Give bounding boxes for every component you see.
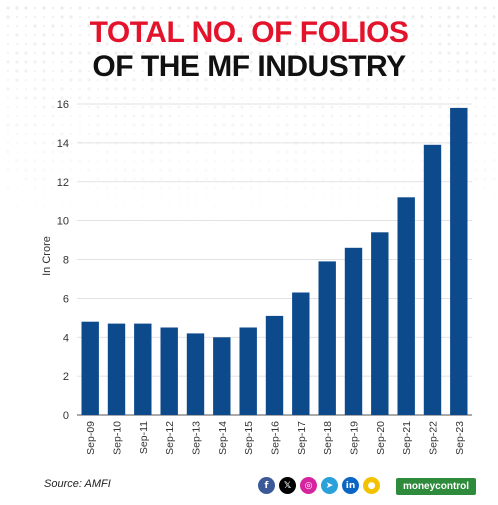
y-tick-label: 14 xyxy=(57,138,69,150)
x-tick-label: Sep-11 xyxy=(138,421,150,454)
bar-sep-19 xyxy=(345,248,362,415)
bar-sep-09 xyxy=(82,322,99,415)
brand-logo: moneycontrol xyxy=(396,478,476,495)
y-tick-label: 10 xyxy=(57,216,69,228)
source-note: Source: AMFI xyxy=(44,478,111,490)
telegram-icon[interactable]: ➤ xyxy=(321,477,338,494)
facebook-icon[interactable]: f xyxy=(258,477,275,494)
x-tick-label: Sep-20 xyxy=(375,421,387,455)
bar-sep-15 xyxy=(240,328,257,416)
bar-sep-23 xyxy=(450,108,467,415)
x-tick-label: Sep-17 xyxy=(296,421,308,455)
y-tick-label: 0 xyxy=(63,410,69,422)
x-tick-label: Sep-16 xyxy=(270,421,282,455)
instagram-icon[interactable]: ◎ xyxy=(300,477,317,494)
y-tick-label: 4 xyxy=(63,332,69,344)
bar-sep-13 xyxy=(187,333,204,415)
x-tick-label: Sep-09 xyxy=(85,421,97,455)
x-tick-label: Sep-15 xyxy=(243,421,255,455)
bar-sep-12 xyxy=(161,328,178,416)
x-tick-label: Sep-23 xyxy=(454,421,466,455)
bar-sep-16 xyxy=(266,316,283,415)
koo-icon[interactable]: ● xyxy=(363,477,380,494)
x-tick-label: Sep-14 xyxy=(217,421,229,455)
y-tick-label: 8 xyxy=(63,255,69,267)
y-axis-label: In Crore xyxy=(41,236,53,276)
y-tick-label: 12 xyxy=(57,177,69,189)
social-icons: f 𝕏 ◎ ➤ in ● xyxy=(258,477,380,497)
bar-sep-14 xyxy=(213,337,230,415)
bar-sep-17 xyxy=(292,293,309,416)
x-icon[interactable]: 𝕏 xyxy=(279,477,296,494)
bar-sep-21 xyxy=(398,197,415,415)
x-tick-label: Sep-22 xyxy=(428,421,440,455)
bar-sep-11 xyxy=(134,324,151,415)
x-tick-label: Sep-12 xyxy=(164,421,176,455)
bar-sep-22 xyxy=(424,145,441,415)
x-tick-label: Sep-13 xyxy=(191,421,203,455)
y-tick-label: 16 xyxy=(57,99,69,111)
bar-sep-20 xyxy=(371,232,388,415)
linkedin-icon[interactable]: in xyxy=(342,477,359,494)
y-tick-label: 6 xyxy=(63,293,69,305)
x-tick-label: Sep-10 xyxy=(112,421,124,455)
y-tick-label: 2 xyxy=(63,371,69,383)
bar-sep-18 xyxy=(319,261,336,415)
x-tick-label: Sep-19 xyxy=(349,421,361,455)
bar-sep-10 xyxy=(108,324,125,415)
x-tick-label: Sep-18 xyxy=(322,421,334,455)
x-tick-label: Sep-21 xyxy=(401,421,413,455)
